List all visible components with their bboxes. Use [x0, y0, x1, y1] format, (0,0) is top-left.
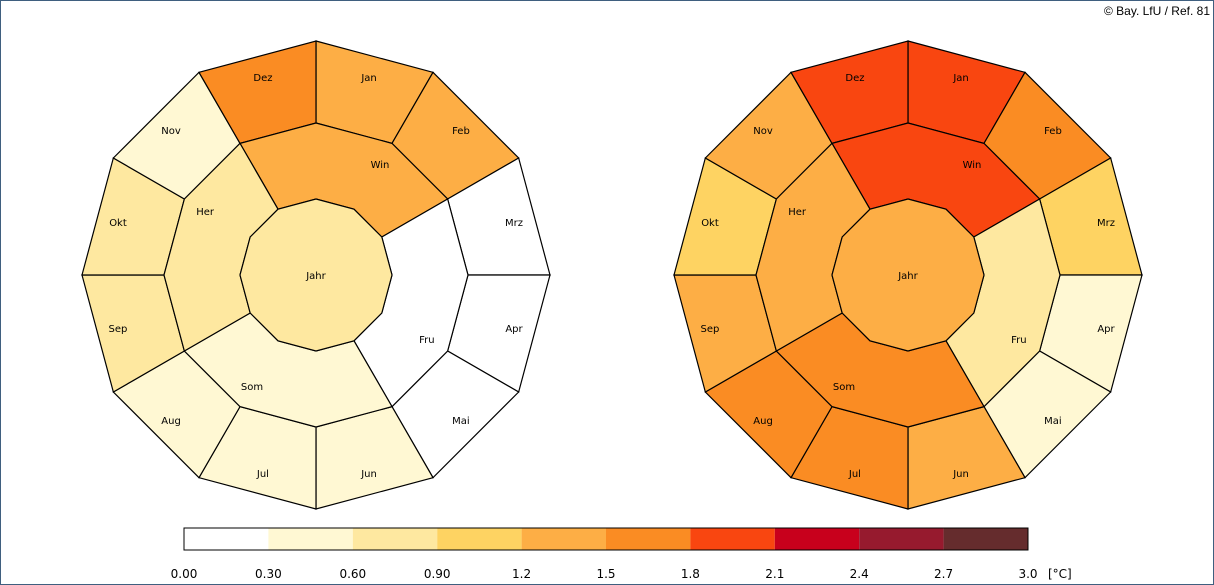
- month-label-jun: Jun: [360, 469, 377, 480]
- month-label-jul: Jul: [848, 469, 861, 480]
- month-label-jun: Jun: [952, 469, 969, 480]
- season-label-fru: Fru: [419, 335, 434, 346]
- colorbar-tick-label: 2.7: [934, 567, 953, 581]
- colorbar-tick-label: 1.2: [512, 567, 531, 581]
- season-label-som: Som: [241, 382, 263, 393]
- colorbar-tick-label: 0.60: [339, 567, 366, 581]
- colorbar-unit-label: [°C]: [1048, 567, 1072, 581]
- year-label: Jahr: [305, 271, 326, 282]
- month-label-aug: Aug: [753, 416, 773, 427]
- colorbar-segment-5: [521, 528, 606, 550]
- month-label-apr: Apr: [1097, 324, 1115, 335]
- month-label-mai: Mai: [1044, 416, 1062, 427]
- copyright-label: © Bay. LfU / Ref. 81: [1104, 4, 1210, 18]
- month-label-dez: Dez: [845, 73, 864, 84]
- season-label-her: Her: [788, 207, 807, 218]
- colorbar-tick-label: 2.1: [765, 567, 784, 581]
- season-label-win: Win: [963, 160, 982, 171]
- month-label-feb: Feb: [1044, 126, 1062, 137]
- month-label-nov: Nov: [753, 126, 773, 137]
- month-label-apr: Apr: [505, 324, 523, 335]
- month-label-sep: Sep: [701, 324, 720, 335]
- colorbar-segment-9: [859, 528, 944, 550]
- season-label-win: Win: [371, 160, 390, 171]
- year-cell: [831, 198, 985, 352]
- colorbar-segment-8: [774, 528, 860, 550]
- colorbar-tick-label: 1.8: [681, 567, 700, 581]
- month-label-mrz: Mrz: [505, 218, 523, 229]
- month-label-dez: Dez: [253, 73, 272, 84]
- month-label-okt: Okt: [701, 218, 719, 229]
- month-label-mai: Mai: [452, 416, 470, 427]
- panel-2: Jan Feb Mrz Apr Mai Jun Jul Aug Sep Okt Nov Dez Win F…: [673, 40, 1143, 510]
- colorbar-tick-label: 0.30: [255, 567, 282, 581]
- year-label: Jahr: [897, 271, 918, 282]
- season-label-som: Som: [833, 382, 855, 393]
- season-label-her: Her: [196, 207, 215, 218]
- month-label-sep: Sep: [109, 324, 128, 335]
- colorbar-segment-3: [352, 528, 438, 550]
- colorbar-segment-10: [943, 528, 1028, 550]
- colorbar-segment-6: [606, 528, 691, 550]
- colorbar: 0.00 0.30 0.60 0.90 1.2 1.5 1.8 2.1 2.4 2.7 3.0 [°C…: [171, 527, 1072, 581]
- panel-1: Jan Feb Mrz Apr Mai Jun Jul Aug Sep Okt Nov Dez Win F…: [81, 40, 551, 510]
- year-cell: [239, 198, 393, 352]
- season-label-fru: Fru: [1011, 335, 1026, 346]
- colorbar-segment-2: [268, 528, 353, 550]
- colorbar-tick-label: 2.4: [850, 567, 869, 581]
- month-label-mrz: Mrz: [1097, 218, 1115, 229]
- colorbar-border: [183, 527, 1029, 551]
- month-label-okt: Okt: [109, 218, 127, 229]
- colorbar-tick-label: 3.0: [1018, 567, 1037, 581]
- month-label-nov: Nov: [161, 126, 181, 137]
- colorbar-tick-label: 0.00: [171, 567, 198, 581]
- month-label-feb: Feb: [452, 126, 470, 137]
- colorbar-tick-label: 1.5: [596, 567, 615, 581]
- colorbar-segment-7: [690, 528, 775, 550]
- month-label-jan: Jan: [360, 73, 376, 84]
- colorbar-segment-4: [437, 528, 522, 550]
- colorbar-tick-label: 0.90: [424, 567, 451, 581]
- month-label-jan: Jan: [952, 73, 968, 84]
- colorbar-segment-1: [184, 528, 269, 550]
- month-label-aug: Aug: [161, 416, 181, 427]
- month-label-jul: Jul: [256, 469, 269, 480]
